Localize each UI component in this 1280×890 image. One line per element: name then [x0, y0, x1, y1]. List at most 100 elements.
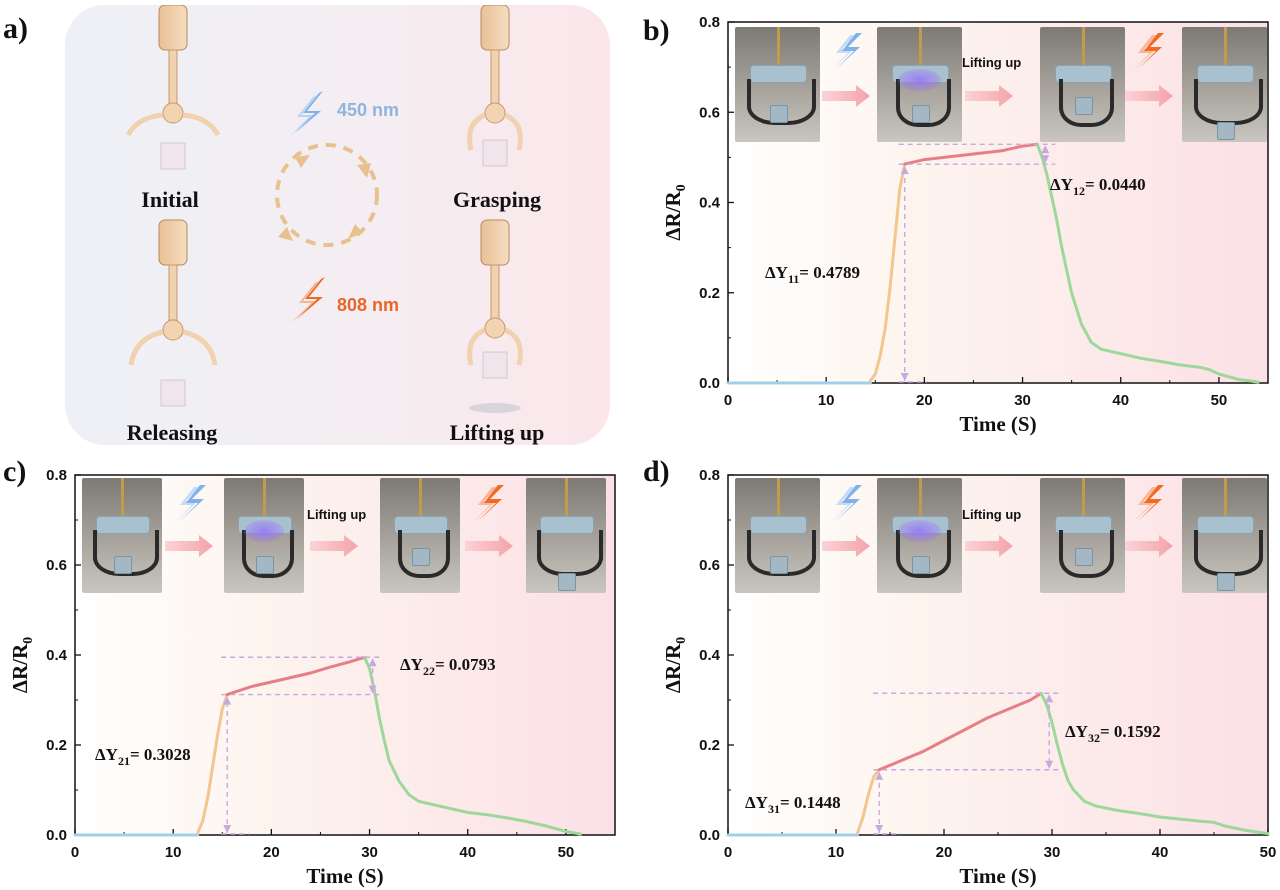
y-tick-label: 0.0 — [46, 827, 67, 844]
photo-rod — [263, 478, 266, 518]
photo-rod — [1081, 478, 1085, 518]
delta1-arrowhead — [875, 825, 884, 833]
state-label-releasing: Releasing — [126, 420, 218, 445]
photo-actuator-block — [1197, 65, 1254, 83]
photo-rod — [1081, 27, 1085, 67]
panel-a-letter: a) — [3, 12, 28, 45]
photo-actuator-block — [750, 65, 807, 83]
photo-cube — [558, 573, 576, 591]
delta-subscript: 32 — [1088, 731, 1100, 745]
photo-gripper-arms — [93, 530, 159, 576]
y-tick-label: 0.4 — [699, 195, 721, 212]
gripper-photo — [224, 478, 304, 593]
delta-subscript: 12 — [1073, 184, 1085, 198]
delta-annotation-1: ΔY31= 0.1448 — [745, 793, 841, 816]
photo-actuator-block — [540, 516, 594, 534]
step-arrow-icon — [965, 85, 1013, 107]
delta-symbol: ΔY — [765, 263, 788, 282]
x-axis-label: Time (S) — [959, 412, 1036, 436]
step-arrow-shape — [822, 85, 870, 107]
photo-cube — [1074, 97, 1093, 115]
x-tick-label: 50 — [1260, 844, 1277, 861]
delta2-arrowhead — [1045, 760, 1054, 769]
gripper-photo — [526, 478, 606, 593]
y-axis-label-sub: 0 — [21, 637, 36, 644]
step-arrow-icon — [310, 535, 358, 557]
series-hold — [877, 691, 1043, 772]
delta1-arrowhead — [223, 825, 232, 833]
photo-actuator-block — [1197, 516, 1254, 534]
delta-annotation-2: ΔY22= 0.0793 — [400, 655, 496, 678]
orange-bolt-icon — [1130, 485, 1168, 525]
state-label-lifting-up: Lifting up — [449, 420, 545, 445]
photo-cube — [911, 105, 930, 123]
y-axis-label: ΔR/R0 — [8, 637, 36, 693]
y-axis-label-sub: 0 — [674, 637, 689, 644]
gripper-initial — [125, 5, 221, 170]
panel-c-letter: c) — [3, 455, 27, 488]
series-hold — [225, 655, 367, 697]
delta-value: = 0.1592 — [1100, 722, 1161, 741]
y-tick-label: 0.2 — [699, 285, 720, 302]
step-arrow-shape — [1125, 535, 1173, 557]
y-axis-label-main: ΔR/R — [661, 643, 685, 693]
delta-subscript: 22 — [423, 664, 435, 678]
photo-rod — [1223, 27, 1227, 67]
delta-annotation-1: ΔY11= 0.4789 — [765, 263, 860, 286]
step-arrow-icon — [165, 535, 213, 557]
y-tick-label: 0.2 — [46, 737, 67, 754]
gripper-photo — [735, 478, 820, 593]
delta2-arrowhead — [1041, 155, 1050, 164]
orange-bolt-shape — [1132, 485, 1164, 523]
delta1-arrowhead — [900, 166, 909, 175]
y-tick-label: 0.6 — [699, 104, 720, 121]
blue-bolt-icon — [828, 33, 866, 73]
orange-bolt-shape — [1132, 33, 1164, 71]
blue-bolt-icon — [289, 91, 323, 137]
delta-value: = 0.3028 — [130, 745, 191, 764]
blue-bolt-shape — [830, 485, 862, 523]
state-label-grasping: Grasping — [452, 187, 542, 212]
plot-frame — [74, 474, 616, 836]
delta-subscript: 21 — [118, 754, 130, 768]
y-tick-label: 0.6 — [46, 557, 67, 574]
panel-b-letter: b) — [643, 14, 670, 47]
state-label-initial: Initial — [141, 187, 199, 212]
step-arrow-shape — [822, 535, 870, 557]
cycle-arrows — [275, 143, 379, 247]
series-fall — [1035, 142, 1260, 384]
y-axis-label-main: ΔR/R — [661, 191, 685, 241]
series-rise — [196, 693, 229, 835]
blue-bolt-shape — [830, 33, 862, 71]
gripper-grasping — [467, 5, 523, 167]
y-tick-label: 0.8 — [699, 14, 720, 31]
x-tick-label: 10 — [828, 844, 845, 861]
delta-subscript: 31 — [768, 802, 780, 816]
delta2-arrowhead — [1045, 694, 1054, 703]
photo-gripper-arms — [1058, 79, 1115, 127]
orange-bolt-icon — [470, 485, 508, 525]
delta-symbol: ΔY — [1065, 722, 1088, 741]
delta-value: = 0.4789 — [799, 263, 860, 282]
panel-d-letter: d) — [643, 455, 670, 488]
y-axis-label: ΔR/R0 — [661, 184, 689, 240]
photo-gripper-arms — [397, 530, 451, 578]
step-arrow-shape — [965, 535, 1013, 557]
y-tick-label: 0.8 — [46, 467, 67, 484]
gripper-cycle-illustration: Initial Grasping Releasing Lifting up 45… — [65, 5, 610, 445]
photo-actuator-block — [750, 516, 807, 534]
x-tick-label: 0 — [724, 392, 732, 409]
photo-light-glow — [898, 520, 941, 542]
x-tick-label: 50 — [558, 844, 575, 861]
delta1-arrowhead — [875, 771, 884, 780]
photo-rod — [1223, 478, 1227, 518]
x-tick-label: 10 — [818, 392, 835, 409]
photo-gripper-arms — [895, 79, 952, 127]
lifting-up-label: Lifting up — [307, 507, 367, 522]
delta2-arrowhead — [1041, 145, 1050, 154]
x-tick-label: 20 — [916, 392, 933, 409]
photo-gripper-arms — [746, 79, 817, 125]
delta-value: = 0.0793 — [435, 655, 496, 674]
delta-annotation-1: ΔY21= 0.3028 — [95, 745, 191, 768]
